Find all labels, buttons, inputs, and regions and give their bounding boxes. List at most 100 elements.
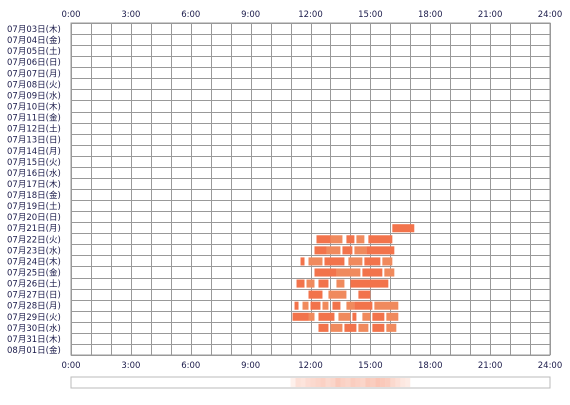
x-tick-label-bottom: 18:00: [418, 361, 443, 371]
activity-bar: [358, 290, 371, 299]
activity-bar: [308, 312, 315, 321]
activity-bar: [366, 246, 395, 255]
activity-bar: [382, 257, 393, 266]
activity-bar: [392, 224, 415, 233]
activity-bar: [368, 235, 393, 244]
activity-bar: [318, 279, 329, 288]
summary-strip-cell: [390, 378, 396, 387]
x-tick-label-top: 24:00: [538, 10, 563, 20]
summary-strip-cell: [320, 378, 326, 387]
activity-bar: [322, 301, 329, 310]
summary-strip-cell: [395, 378, 401, 387]
activity-bar: [310, 301, 321, 310]
x-tick-label-bottom: 0:00: [61, 361, 80, 371]
row-label: 07月11日(金): [7, 113, 61, 124]
x-tick-label-top: 0:00: [61, 10, 80, 20]
row-label: 08月01日(金): [7, 345, 61, 356]
row-label: 07月29日(火): [7, 313, 61, 323]
summary-strip-cell: [405, 378, 411, 387]
row-label: 07月21日(月): [7, 224, 61, 234]
x-tick-label-top: 12:00: [298, 10, 323, 20]
summary-strip: [70, 376, 551, 389]
x-tick-label-bottom: 12:00: [298, 361, 323, 371]
row-label: 07月06日(日): [7, 58, 61, 68]
activity-bar: [332, 301, 341, 310]
x-tick-label-bottom: 21:00: [478, 361, 503, 371]
x-tick-label-bottom: 9:00: [241, 361, 260, 371]
summary-strip-cell: [290, 378, 296, 387]
activity-bar: [336, 279, 345, 288]
activity-bar: [372, 312, 385, 321]
summary-strip-cell: [330, 378, 336, 387]
activity-bar: [316, 235, 331, 244]
row-label: 07月14日(月): [7, 147, 61, 157]
x-tick-label-top: 15:00: [358, 10, 383, 20]
x-tick-label-top: 6:00: [181, 10, 200, 20]
x-tick-label-top: 9:00: [241, 10, 260, 20]
activity-bar: [384, 268, 395, 277]
activity-bar: [350, 279, 389, 288]
row-label: 07月24日(木): [7, 256, 61, 267]
x-tick-label-top: 18:00: [418, 10, 443, 20]
row-label: 07月05日(土): [7, 46, 61, 57]
activity-bar: [292, 312, 309, 321]
row-label: 07月07日(月): [7, 69, 61, 79]
row-label: 07月13日(日): [7, 136, 61, 146]
x-tick-label-bottom: 24:00: [538, 361, 563, 371]
row-label: 07月28日(月): [7, 302, 61, 312]
activity-bar: [296, 279, 305, 288]
activity-bar: [306, 279, 315, 288]
summary-strip-cell: [315, 378, 321, 387]
row-label: 07月15日(火): [7, 158, 61, 168]
summary-strip-cell: [380, 378, 386, 387]
activity-bar: [342, 246, 353, 255]
summary-strip-cell: [360, 378, 366, 387]
activity-bar: [344, 323, 357, 332]
summary-strip-cell: [375, 378, 381, 387]
summary-strip-cell: [325, 378, 331, 387]
activity-bar: [328, 290, 347, 299]
row-label: 07月20日(日): [7, 213, 61, 223]
activity-bar: [346, 235, 355, 244]
row-label: 07月12日(土): [7, 124, 61, 135]
row-label: 07月25日(金): [7, 268, 61, 279]
row-label: 07月19日(土): [7, 201, 61, 212]
activity-bar: [308, 257, 323, 266]
summary-strip-cell: [340, 378, 346, 387]
activity-bar: [294, 301, 299, 310]
summary-strip-cell: [310, 378, 316, 387]
row-label: 07月16日(水): [7, 168, 61, 179]
summary-strip-cell: [335, 378, 341, 387]
summary-strip-cell: [355, 378, 361, 387]
activity-bar: [326, 246, 341, 255]
activity-bar: [330, 323, 343, 332]
activity-bar: [374, 301, 399, 310]
activity-bar: [372, 323, 385, 332]
activity-bar: [352, 312, 357, 321]
summary-strip-cell: [370, 378, 376, 387]
x-tick-label-bottom: 15:00: [358, 361, 383, 371]
x-tick-label-top: 3:00: [121, 10, 140, 20]
row-label: 07月17日(木): [7, 179, 61, 190]
summary-strip-cell: [400, 378, 406, 387]
summary-strip-cell: [295, 378, 301, 387]
row-label: 07月31日(木): [7, 334, 61, 345]
row-label: 07月09日(水): [7, 90, 61, 101]
activity-bar: [386, 312, 399, 321]
x-tick-label-bottom: 6:00: [181, 361, 200, 371]
activity-bar: [364, 257, 381, 266]
summary-strip-cell: [365, 378, 371, 387]
x-tick-label-bottom: 3:00: [121, 361, 140, 371]
row-label: 07月22日(火): [7, 235, 61, 245]
row-label: 07月26日(土): [7, 279, 61, 290]
activity-bar: [386, 323, 397, 332]
activity-bar: [318, 323, 329, 332]
summary-strip-cell: [385, 378, 391, 387]
activity-bar: [300, 257, 305, 266]
activity-bar: [354, 246, 367, 255]
summary-strip-cell: [305, 378, 311, 387]
row-label: 07月23日(水): [7, 245, 61, 256]
activity-bar: [354, 301, 373, 310]
row-label: 07月18日(金): [7, 190, 61, 201]
